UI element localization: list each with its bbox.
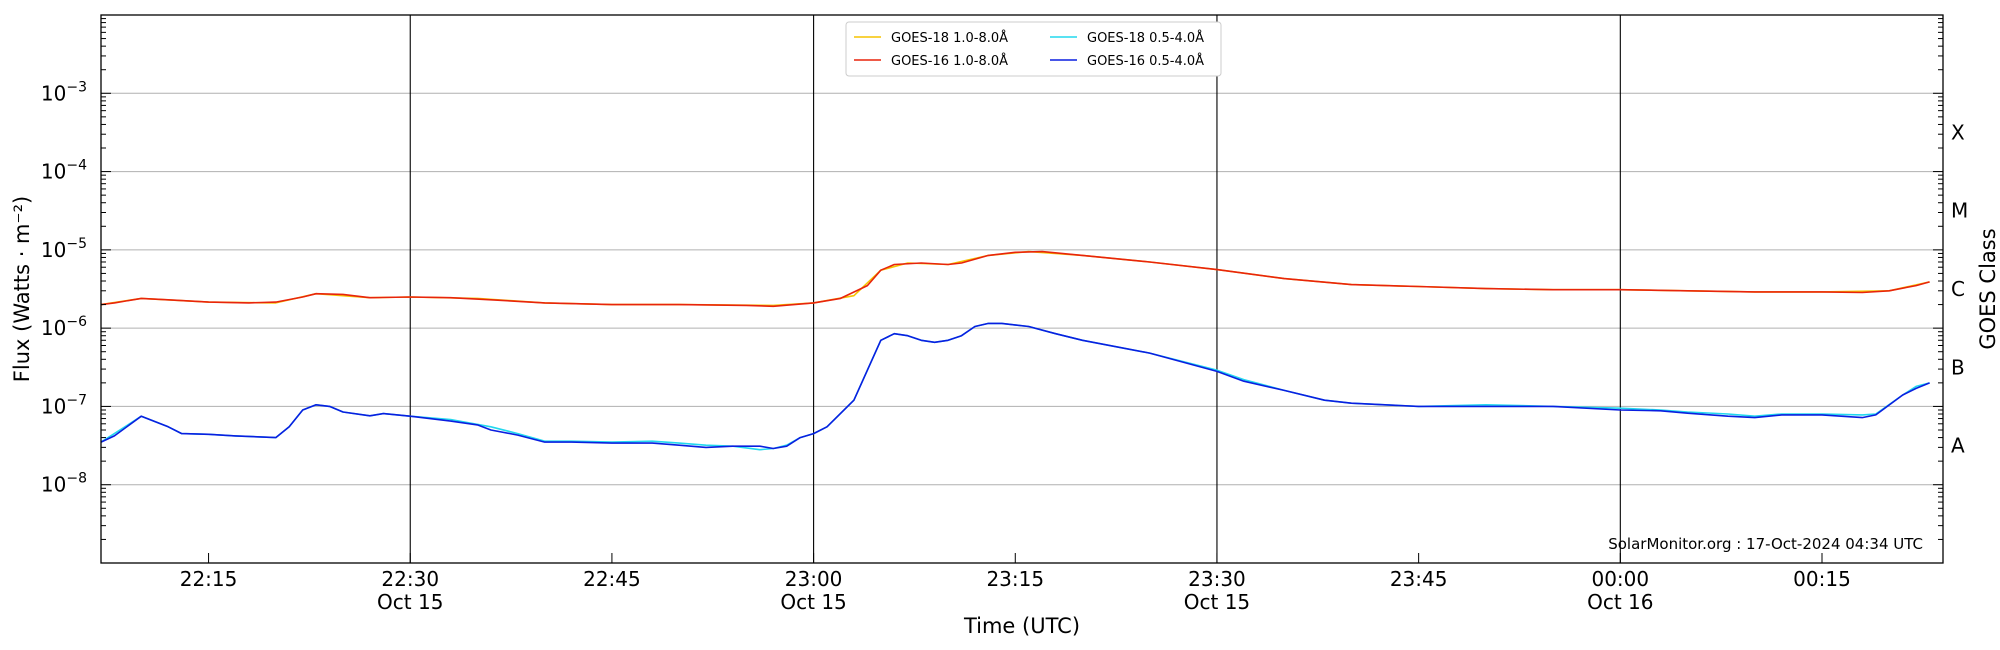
goes-class-labels: A B C M X: [1951, 120, 1968, 457]
x-tick-label: 22:30: [381, 567, 439, 591]
legend-label: GOES-18 0.5-4.0Å: [1087, 30, 1204, 46]
goes-class-label: B: [1951, 355, 1965, 379]
x-tick-label: 22:45: [583, 567, 641, 591]
x-tick-label: 22:15: [180, 567, 238, 591]
y-tick-label: 10−3: [41, 79, 87, 105]
x-tick-label: 00:00: [1591, 567, 1649, 591]
credit-text: SolarMonitor.org : 17-Oct-2024 04:34 UTC: [1608, 535, 1923, 553]
series-layer: [100, 250, 1930, 451]
y-tick-label: 10−8: [41, 471, 87, 497]
y-tick-label: 10−4: [41, 158, 87, 184]
x-tick-date-label: Oct 15: [780, 590, 846, 614]
y-tick-label: 10−5: [41, 236, 87, 262]
x-tick-date-label: Oct 15: [1184, 590, 1250, 614]
x-axis-title: Time (UTC): [963, 614, 1080, 638]
y-tick-label: 10−6: [41, 314, 87, 340]
goes-class-label: A: [1951, 434, 1965, 458]
goes-class-label: X: [1951, 120, 1965, 144]
x-tick-label: 23:15: [986, 567, 1044, 591]
legend-items: GOES-18 1.0-8.0Å GOES-18 0.5-4.0Å GOES-16 …: [854, 30, 1204, 69]
x-tick-date-label: Oct 15: [377, 590, 443, 614]
x-tick-label: 23:00: [785, 567, 843, 591]
goes-class-label: M: [1951, 199, 1968, 223]
legend-label: GOES-16 1.0-8.0Å: [891, 53, 1008, 69]
plot-frame: [100, 14, 1944, 564]
x-tick-label: 23:30: [1188, 567, 1246, 591]
legend-label: GOES-18 1.0-8.0Å: [891, 30, 1008, 46]
x-tick-label: 00:15: [1793, 567, 1851, 591]
tick-layer: [101, 18, 1943, 564]
y2-axis-title: GOES Class: [1976, 228, 2000, 349]
legend: GOES-18 1.0-8.0Å GOES-18 0.5-4.0Å GOES-16 …: [845, 21, 1222, 77]
series-line: [100, 250, 1930, 308]
vertical-day-lines: [409, 15, 1621, 563]
legend-box: [845, 21, 1222, 77]
y-axis-title: Flux (Watts · m⁻²): [10, 196, 34, 382]
series-line: [100, 322, 1930, 451]
x-tick-date-label: Oct 16: [1587, 590, 1653, 614]
goes-class-label: C: [1951, 277, 1965, 301]
legend-label: GOES-16 0.5-4.0Å: [1087, 53, 1204, 69]
series-line: [100, 322, 1930, 450]
x-tick-label: 23:45: [1390, 567, 1448, 591]
grid-layer: [101, 92, 1943, 486]
y-tick-labels: 10−8 10−7 10−6 10−5 10−4 10−3: [41, 79, 87, 496]
y-tick-label: 10−7: [41, 392, 87, 418]
